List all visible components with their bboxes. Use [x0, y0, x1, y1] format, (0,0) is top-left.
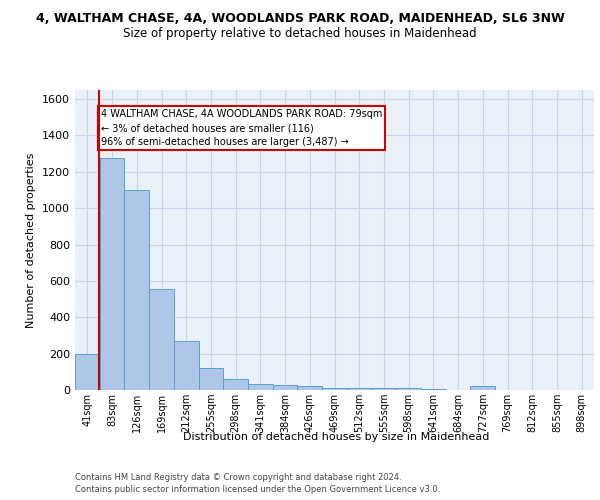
Bar [174, 341, 199, 390]
Text: 4, WALTHAM CHASE, 4A, WOODLANDS PARK ROAD, MAIDENHEAD, SL6 3NW: 4, WALTHAM CHASE, 4A, WOODLANDS PARK ROA… [35, 12, 565, 26]
Bar [322, 388, 347, 390]
Bar [100, 158, 124, 390]
Y-axis label: Number of detached properties: Number of detached properties [26, 152, 37, 328]
Bar [124, 190, 149, 390]
Bar [248, 384, 273, 390]
Bar [470, 386, 495, 390]
Text: 4 WALTHAM CHASE, 4A WOODLANDS PARK ROAD: 79sqm
← 3% of detached houses are small: 4 WALTHAM CHASE, 4A WOODLANDS PARK ROAD:… [101, 109, 382, 147]
Bar [273, 386, 298, 390]
Bar [75, 354, 100, 390]
Bar [347, 388, 371, 390]
Bar [199, 368, 223, 390]
Bar [396, 388, 421, 390]
Bar [421, 389, 446, 390]
Bar [298, 386, 322, 390]
Bar [223, 379, 248, 390]
Text: Contains public sector information licensed under the Open Government Licence v3: Contains public sector information licen… [75, 485, 440, 494]
Bar [371, 388, 396, 390]
Text: Contains HM Land Registry data © Crown copyright and database right 2024.: Contains HM Land Registry data © Crown c… [75, 472, 401, 482]
Text: Size of property relative to detached houses in Maidenhead: Size of property relative to detached ho… [123, 28, 477, 40]
Bar [149, 289, 174, 390]
Text: Distribution of detached houses by size in Maidenhead: Distribution of detached houses by size … [183, 432, 489, 442]
